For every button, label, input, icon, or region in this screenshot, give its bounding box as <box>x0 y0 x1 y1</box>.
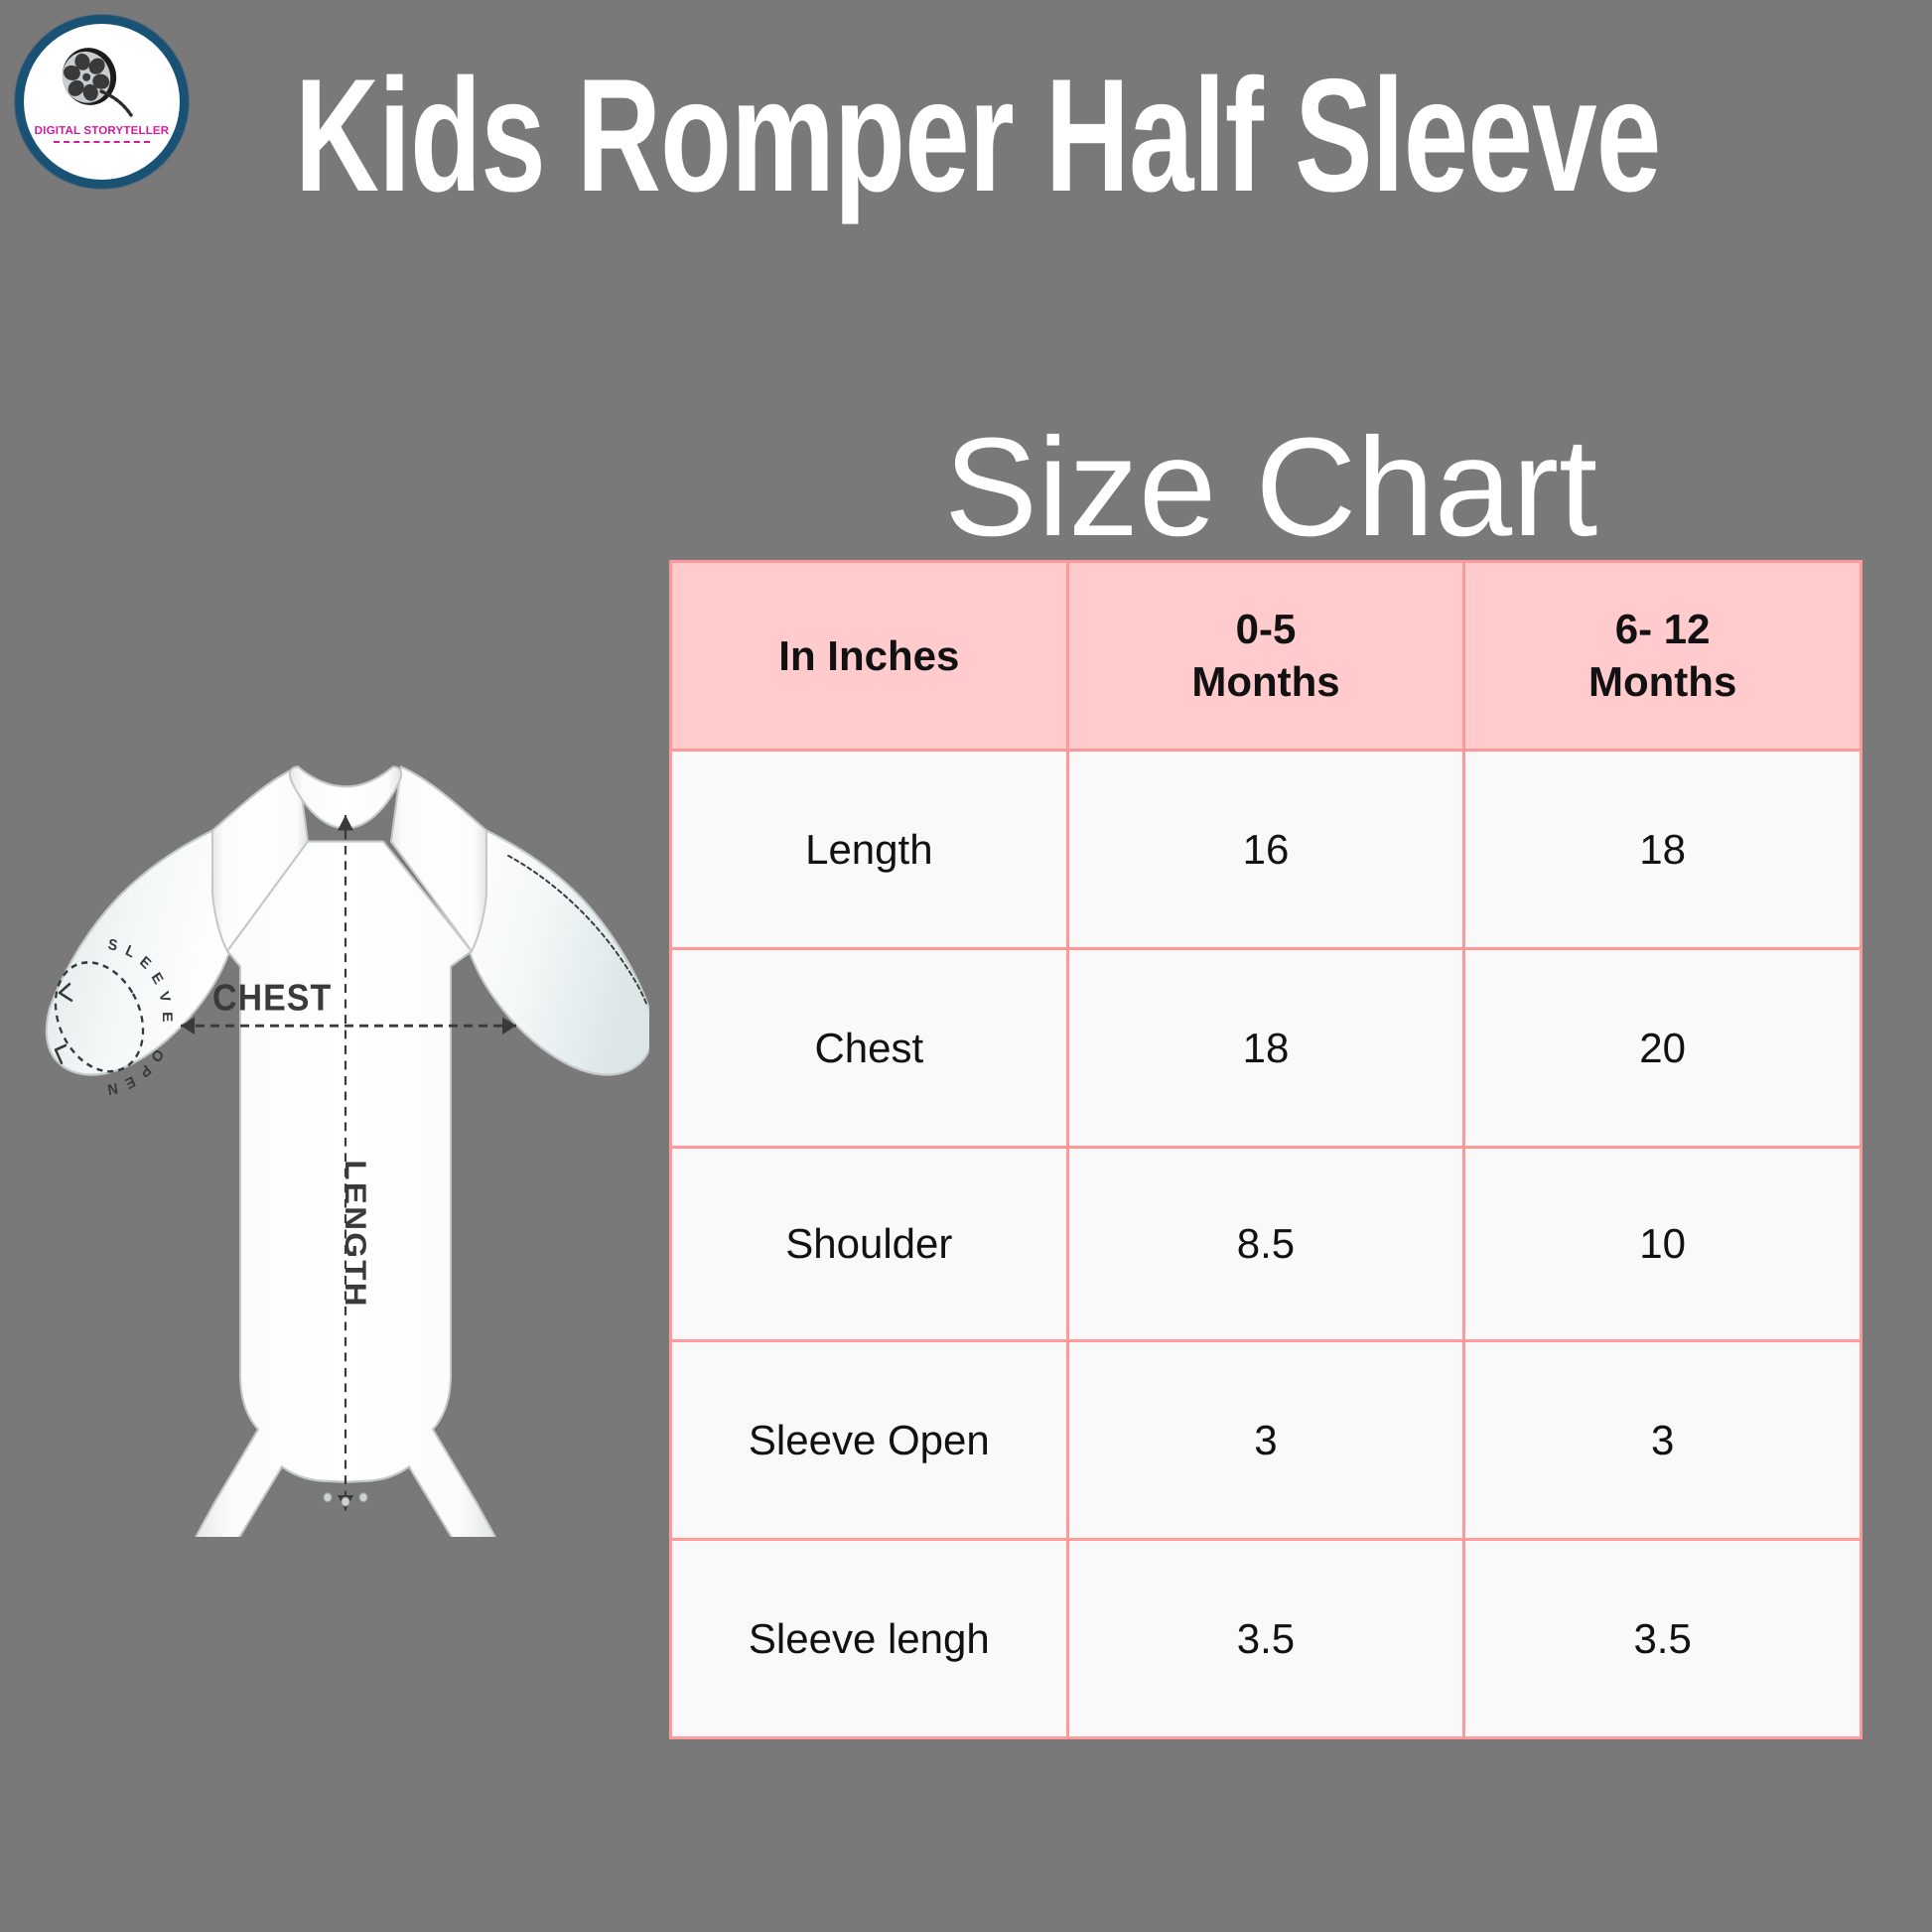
svg-text:N: N <box>106 1080 119 1099</box>
svg-text:E: E <box>123 1073 138 1093</box>
svg-text:CHEST: CHEST <box>212 978 332 1020</box>
svg-text:P: P <box>137 1061 155 1081</box>
svg-text:LENGTH: LENGTH <box>339 1160 371 1309</box>
svg-text:E: E <box>160 1012 176 1022</box>
